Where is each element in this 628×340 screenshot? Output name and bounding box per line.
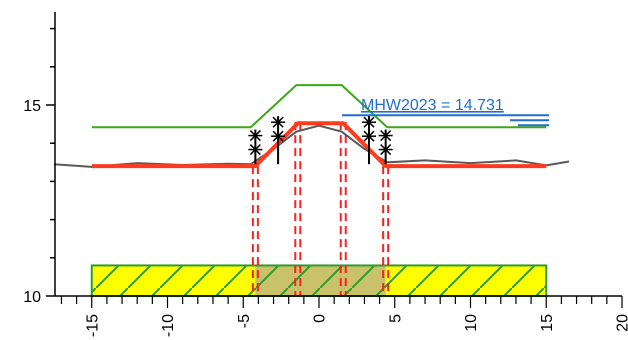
tree-icon xyxy=(378,129,393,165)
profile-lines xyxy=(53,84,570,169)
terrain-profile-line xyxy=(53,124,570,168)
x-tick-label: 10 xyxy=(463,314,480,332)
dike-profile-line xyxy=(91,121,547,169)
foundation-mat xyxy=(90,264,548,298)
y-tick-label: 10 xyxy=(23,289,41,306)
tree-icon xyxy=(271,116,286,165)
x-tick-label: -10 xyxy=(160,314,177,337)
section-lines xyxy=(251,122,390,296)
x-tick-label: 5 xyxy=(387,314,404,323)
x-tick-label: 20 xyxy=(615,314,628,332)
mhw-marker: MHW2023 = 14.731 xyxy=(342,97,549,127)
mhw-label: MHW2023 = 14.731 xyxy=(361,97,504,114)
trees xyxy=(248,116,393,165)
design-profile-line xyxy=(91,84,547,129)
y-tick-label: 15 xyxy=(23,98,41,115)
x-tick-label: -5 xyxy=(236,314,253,328)
axes: 10 15 -15 -10 -5 0 5 10 15 20 xyxy=(23,12,628,337)
tree-icon xyxy=(361,116,376,165)
x-tick-label: 0 xyxy=(312,314,329,323)
x-tick-label: -15 xyxy=(84,314,101,337)
tree-icon xyxy=(248,129,263,165)
x-tick-label: 15 xyxy=(539,314,556,332)
mat-hatch xyxy=(90,264,548,298)
